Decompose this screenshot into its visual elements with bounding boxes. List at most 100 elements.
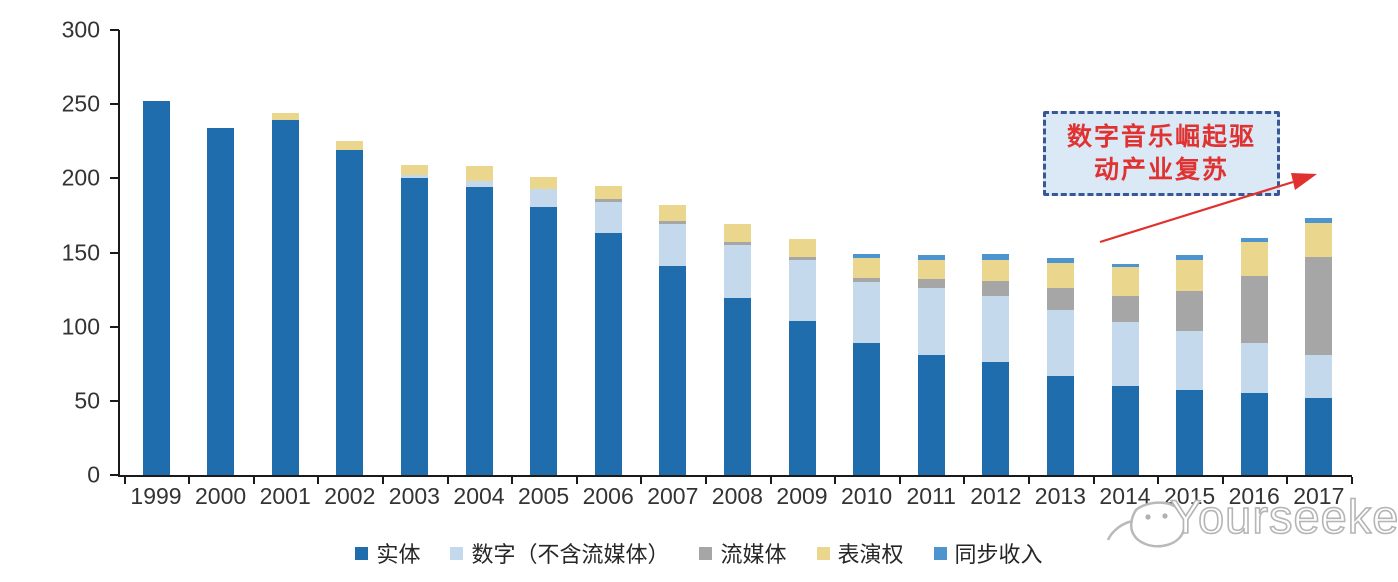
x-axis-label: 2000 xyxy=(195,483,247,509)
x-axis-tick xyxy=(317,477,320,484)
legend-swatch-icon xyxy=(699,546,713,560)
bar-2004 xyxy=(465,30,493,475)
bar-segment xyxy=(1305,218,1333,223)
y-axis-label: 300 xyxy=(61,16,100,43)
annotation-box: 数字音乐崛起驱 动产业复苏 xyxy=(1043,111,1280,196)
bar-2014 xyxy=(1111,30,1139,475)
x-axis-label: 2009 xyxy=(776,483,828,509)
bar-segment xyxy=(853,258,881,278)
x-axis-tick xyxy=(1221,477,1224,484)
x-axis-tick xyxy=(640,477,643,484)
bar-segment xyxy=(530,188,558,207)
bar-segment xyxy=(1111,267,1139,296)
bar-segment xyxy=(530,206,558,475)
x-axis-tick xyxy=(1027,477,1030,484)
bar-2006 xyxy=(594,30,622,475)
bar-segment xyxy=(594,202,622,234)
bar-2009 xyxy=(788,30,816,475)
x-axis-label: 2013 xyxy=(1034,483,1086,509)
y-axis-tick xyxy=(110,103,119,106)
bar-segment xyxy=(1240,343,1268,394)
y-axis-tick xyxy=(110,29,119,31)
y-axis-tick xyxy=(110,177,119,180)
bar-segment xyxy=(1176,331,1204,391)
x-axis-tick xyxy=(381,477,384,484)
bar-segment xyxy=(917,354,945,475)
x-axis-label: 2014 xyxy=(1099,483,1151,509)
y-axis-label: 150 xyxy=(61,239,100,265)
bar-segment xyxy=(400,165,428,176)
bar-segment xyxy=(1305,222,1333,257)
x-axis-tick xyxy=(963,477,966,484)
x-axis-label: 2007 xyxy=(647,483,699,509)
x-axis-tick xyxy=(511,477,514,484)
x-axis-label: 2010 xyxy=(841,483,893,509)
x-axis-tick xyxy=(1286,477,1289,484)
bar-segment xyxy=(465,187,493,475)
bar-segment xyxy=(982,280,1010,296)
bar-2015 xyxy=(1176,30,1204,475)
bar-segment xyxy=(1046,288,1074,311)
bar-2003 xyxy=(400,30,428,475)
bar-segment xyxy=(1046,262,1074,289)
legend-item: 流媒体 xyxy=(699,537,787,569)
legend-item: 表演权 xyxy=(816,537,904,569)
legend-label: 表演权 xyxy=(837,542,904,567)
bar-segment xyxy=(982,362,1010,475)
bar-segment xyxy=(1240,237,1268,243)
bar-2013 xyxy=(1046,30,1074,475)
bar-segment xyxy=(1305,397,1333,475)
plot-area: 1999 2000 2001 2002 2003 2004 2005 2006 2007 2008… xyxy=(110,29,1353,509)
bar-segment xyxy=(1046,375,1074,475)
bar-segment xyxy=(594,233,622,475)
x-axis-tick xyxy=(1350,477,1353,484)
legend-label: 数字（不含流媒体） xyxy=(471,542,670,567)
legend-swatch-icon xyxy=(933,546,947,560)
bar-segment xyxy=(788,256,816,260)
bar-segment xyxy=(982,254,1010,260)
bar-segment xyxy=(788,239,816,257)
x-axis-tick xyxy=(575,477,578,484)
bar-segment xyxy=(853,277,881,283)
bar-segment xyxy=(336,150,364,475)
x-axis-tick xyxy=(834,477,837,484)
y-axis-labels: 0 50 100 150 200 250 300 xyxy=(0,17,100,488)
y-axis-label: 50 xyxy=(74,387,100,414)
x-axis-tick xyxy=(123,477,126,484)
bar-segment xyxy=(659,205,687,222)
legend-swatch-icon xyxy=(816,546,830,560)
bar-segment xyxy=(530,176,558,189)
watermark-text: Yourseeker xyxy=(1169,489,1398,544)
bar-segment xyxy=(336,141,364,151)
legend-swatch-icon xyxy=(450,546,464,560)
bar-segment xyxy=(400,175,428,179)
x-axis-label: 2008 xyxy=(711,483,763,509)
bar-2016 xyxy=(1240,30,1268,475)
x-axis-label: 2001 xyxy=(259,483,311,509)
bar-2000 xyxy=(207,30,235,475)
x-axis-tick xyxy=(188,477,191,484)
bar-1999 xyxy=(142,30,170,475)
bar-segment xyxy=(1176,291,1204,332)
bar-2002 xyxy=(336,30,364,475)
bar-segment xyxy=(1240,393,1268,475)
x-axis-label: 2006 xyxy=(582,483,634,509)
y-axis-tick xyxy=(110,251,119,254)
y-axis-label: 100 xyxy=(61,313,100,340)
legend-label: 同步收入 xyxy=(954,542,1043,567)
bar-segment xyxy=(1111,295,1139,323)
x-axis-tick xyxy=(252,477,255,484)
annotation-text-line2: 动产业复苏 xyxy=(1093,155,1229,184)
bar-segment xyxy=(723,224,751,243)
bar-segment xyxy=(788,259,816,321)
x-axis-label: 2016 xyxy=(1228,483,1280,509)
bar-segment xyxy=(853,254,881,259)
bar-segment xyxy=(1305,354,1333,398)
legend-item: 实体 xyxy=(355,537,420,569)
x-axis-tick xyxy=(769,477,772,484)
bar-segment xyxy=(723,245,751,299)
annotation-text-line1: 数字音乐崛起驱 xyxy=(1066,122,1256,151)
bar-segment xyxy=(271,120,299,475)
x-axis-tick xyxy=(446,477,449,484)
bar-segment xyxy=(917,255,945,260)
